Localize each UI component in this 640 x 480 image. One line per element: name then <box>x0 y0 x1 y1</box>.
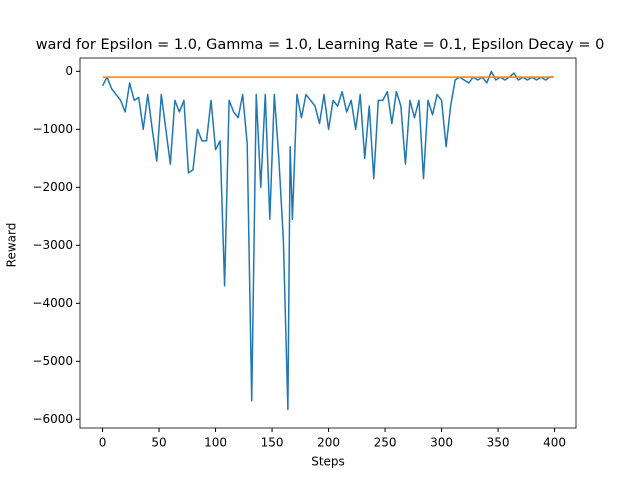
x-tick-label: 200 <box>317 436 340 450</box>
y-tick-label: −4000 <box>32 296 73 310</box>
x-tick-label: 350 <box>487 436 510 450</box>
x-tick-label: 300 <box>430 436 453 450</box>
x-tick-label: 150 <box>261 436 284 450</box>
y-tick-label: −5000 <box>32 354 73 368</box>
y-tick-label: −3000 <box>32 238 73 252</box>
y-tick-label: −1000 <box>32 122 73 136</box>
series-line <box>101 70 554 411</box>
x-tick-label: 400 <box>543 436 566 450</box>
y-axis-label: Reward <box>5 223 19 268</box>
y-tick-label: −2000 <box>32 180 73 194</box>
y-tick-label: −6000 <box>32 412 73 426</box>
plot-frame <box>79 57 577 429</box>
chart-title: ward for Epsilon = 1.0, Gamma = 1.0, Lea… <box>36 37 605 53</box>
x-tick-label: 50 <box>151 436 166 450</box>
x-tick-label: 250 <box>374 436 397 450</box>
x-axis-label: Steps <box>311 455 345 469</box>
x-tick-label: 0 <box>99 436 107 450</box>
x-tick-label: 100 <box>204 436 227 450</box>
y-tick-label: 0 <box>65 64 73 78</box>
